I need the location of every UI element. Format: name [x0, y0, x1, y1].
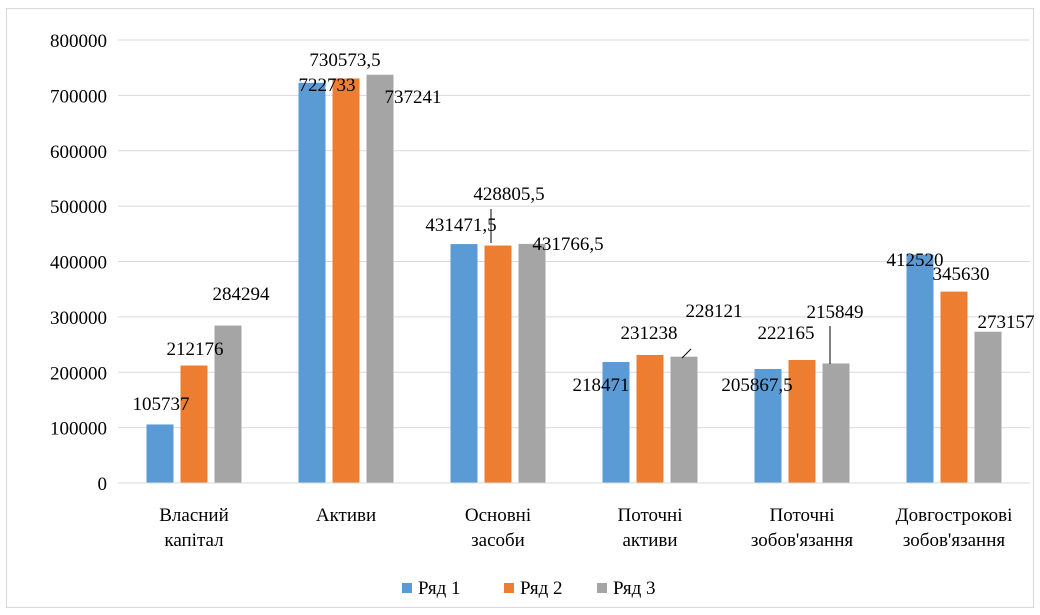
data-label: 737241	[385, 87, 442, 108]
y-tick-label: 400000	[50, 253, 107, 274]
data-label: 273157	[978, 312, 1035, 333]
bar	[906, 254, 934, 483]
y-tick-label: 200000	[50, 363, 107, 384]
data-label: 722733	[299, 75, 356, 96]
label-leader-lines	[490, 209, 831, 364]
y-tick-label: 500000	[50, 197, 107, 218]
y-tick-label: 700000	[50, 86, 107, 107]
y-tick-label: 100000	[50, 419, 107, 440]
data-label: 218471	[573, 375, 630, 396]
leader-line	[681, 348, 692, 359]
legend-swatch	[597, 583, 607, 593]
bar	[146, 424, 174, 483]
bar	[670, 356, 698, 483]
category-label: зобов'язання	[903, 530, 1005, 551]
bar	[822, 363, 850, 483]
bar	[366, 74, 394, 483]
bar	[298, 82, 326, 484]
bar	[484, 245, 512, 483]
data-label: 431471,5	[425, 215, 496, 236]
legend-swatch	[504, 583, 514, 593]
legend-label: Ряд 1	[418, 578, 461, 599]
data-label: 231238	[621, 323, 678, 344]
y-tick-label: 600000	[50, 142, 107, 163]
data-label: 412520	[887, 250, 944, 271]
data-label: 222165	[758, 323, 815, 344]
y-tick-label: 300000	[50, 308, 107, 329]
legend-swatch	[402, 583, 412, 593]
y-tick-label: 0	[98, 474, 108, 495]
data-label: 205867,5	[721, 375, 792, 396]
data-label: 428805,5	[473, 184, 544, 205]
bar	[974, 331, 1002, 483]
bar	[602, 362, 630, 483]
bar	[788, 359, 816, 483]
category-label: Основні	[465, 505, 531, 526]
data-label: 215849	[807, 302, 864, 323]
category-label: Власний	[159, 505, 229, 526]
bar	[518, 243, 546, 483]
bar	[180, 365, 208, 483]
data-label: 431766,5	[532, 234, 603, 255]
bar	[332, 78, 360, 484]
category-label: засоби	[471, 530, 525, 551]
category-label: активи	[622, 530, 677, 551]
legend-label: Ряд 3	[613, 578, 656, 599]
y-tick-label: 800000	[50, 31, 107, 52]
bar	[450, 244, 478, 483]
category-label: зобов'язання	[751, 530, 853, 551]
bar	[214, 325, 242, 483]
data-label: 730573,5	[309, 50, 380, 71]
y-axis-ticks: 0 100000 200000 300000 400000 500000 600000 700…	[50, 31, 107, 495]
legend: Ряд 1 Ряд 2 Ряд 3	[402, 578, 656, 599]
x-axis-categories: Власний капітал Активи Основні засоби Поточні…	[159, 505, 1012, 551]
category-label: Поточні	[769, 505, 834, 526]
data-label: 284294	[213, 284, 271, 305]
category-label: Активи	[316, 505, 376, 526]
category-label: Довгострокові	[896, 505, 1013, 526]
data-label: 212176	[167, 339, 224, 360]
data-label: 105737	[133, 394, 190, 415]
bar	[754, 369, 782, 483]
bar	[636, 354, 664, 483]
data-label: 228121	[686, 301, 743, 322]
legend-label: Ряд 2	[520, 578, 563, 599]
gridlines	[118, 39, 1030, 429]
category-label: капітал	[164, 530, 224, 551]
bar	[940, 291, 968, 483]
data-label: 345630	[933, 264, 990, 285]
bars	[146, 74, 1002, 484]
category-label: Поточні	[617, 505, 682, 526]
